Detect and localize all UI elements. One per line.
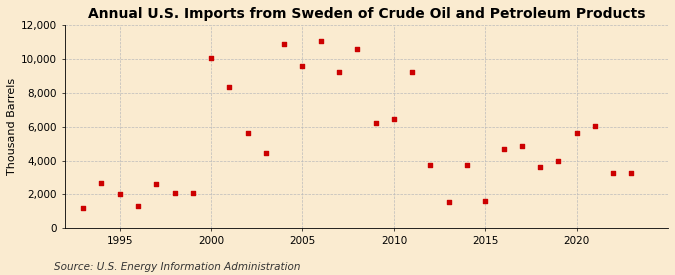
Point bbox=[224, 85, 235, 89]
Text: Source: U.S. Energy Information Administration: Source: U.S. Energy Information Administ… bbox=[54, 262, 300, 272]
Point bbox=[516, 144, 527, 148]
Point bbox=[279, 41, 290, 46]
Title: Annual U.S. Imports from Sweden of Crude Oil and Petroleum Products: Annual U.S. Imports from Sweden of Crude… bbox=[88, 7, 645, 21]
Point bbox=[571, 131, 582, 136]
Point bbox=[261, 151, 271, 155]
Point bbox=[443, 200, 454, 204]
Point bbox=[132, 204, 143, 208]
Point bbox=[389, 117, 400, 121]
Point bbox=[589, 123, 600, 128]
Point bbox=[407, 70, 418, 75]
Point bbox=[78, 206, 88, 210]
Point bbox=[315, 39, 326, 43]
Point bbox=[96, 180, 107, 185]
Point bbox=[462, 163, 472, 167]
Point bbox=[535, 164, 545, 169]
Point bbox=[370, 121, 381, 125]
Point bbox=[498, 147, 509, 151]
Point bbox=[151, 182, 162, 186]
Point bbox=[188, 191, 198, 195]
Point bbox=[169, 191, 180, 195]
Point bbox=[206, 56, 217, 60]
Point bbox=[114, 192, 125, 197]
Point bbox=[242, 131, 253, 136]
Point bbox=[553, 159, 564, 164]
Point bbox=[480, 199, 491, 204]
Point bbox=[626, 171, 637, 175]
Point bbox=[333, 70, 344, 75]
Point bbox=[352, 47, 362, 52]
Point bbox=[608, 171, 618, 175]
Point bbox=[297, 64, 308, 68]
Point bbox=[425, 163, 436, 167]
Y-axis label: Thousand Barrels: Thousand Barrels bbox=[7, 78, 17, 175]
